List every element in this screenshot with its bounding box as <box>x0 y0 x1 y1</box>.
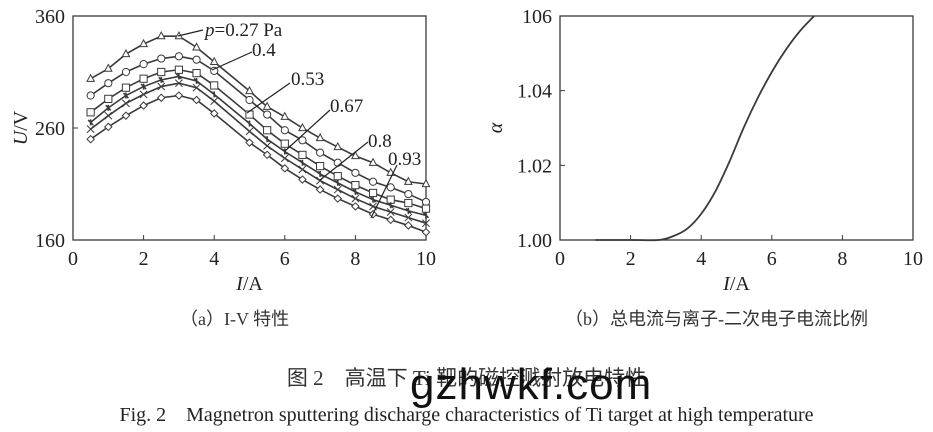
y-tick-label: 1.04 <box>517 81 552 103</box>
y-tick-label: 106 <box>522 6 552 28</box>
caption-chinese: 图 2 高温下 Ti 靶的磁控溅射放电特性 <box>286 366 647 390</box>
x-tick-label: 10 <box>416 248 436 270</box>
y-tick-label: 1.00 <box>517 230 552 252</box>
y-axis-label: U/V <box>10 110 32 145</box>
series-annotation: 0.53 <box>291 69 324 90</box>
series-annotation: p=0.27 Pa <box>203 20 283 41</box>
x-tick-label: 2 <box>139 248 149 270</box>
x-tick-label: 6 <box>767 248 777 270</box>
y-axis-label: α <box>485 122 507 133</box>
x-tick-label: 4 <box>209 248 219 270</box>
series-annotation: 0.67 <box>330 96 363 117</box>
plot-frame <box>559 15 914 241</box>
y-tick-label: 160 <box>35 230 65 252</box>
subcaption-b: （b）总电流与离子-二次电子电流比例 <box>565 309 868 329</box>
series-triangle <box>86 31 431 188</box>
x-tick-label: 10 <box>903 248 923 270</box>
x-tick-label: 0 <box>68 248 78 270</box>
x-tick-label: 4 <box>696 248 706 270</box>
chart-alpha-ratio: 0 2 4 6 8 10 1.00 1.02 1.04 106 I/A α <box>485 6 923 295</box>
alpha-curve <box>595 15 815 242</box>
y-tick-label: 360 <box>35 6 65 28</box>
y-tick-label: 1.02 <box>517 155 552 177</box>
series-annotation: 0.4 <box>252 40 276 61</box>
series-cross <box>86 79 430 228</box>
series-square <box>86 65 431 213</box>
chart-iv-characteristics: 0 2 4 6 8 10 160 260 360 I/A U/V p=0.27 Pa0.4 0.53 0.… <box>10 6 436 295</box>
series-diamond <box>86 91 431 237</box>
series-annotation: 0.93 <box>388 149 421 170</box>
series-annotation: 0.8 <box>368 131 392 152</box>
series-asterisk <box>87 73 430 219</box>
series-circle <box>86 52 431 207</box>
caption-english: Fig. 2 Magnetron sputtering discharge ch… <box>119 404 814 426</box>
x-tick-label: 6 <box>280 248 290 270</box>
x-tick-label: 8 <box>837 248 847 270</box>
x-tick-label: 8 <box>350 248 360 270</box>
x-axis-label: I/A <box>722 273 750 295</box>
x-axis-label: I/A <box>235 273 263 295</box>
watermark: gzhwkf.com <box>410 360 653 409</box>
y-tick-label: 260 <box>35 118 65 140</box>
x-tick-label: 0 <box>555 248 565 270</box>
x-tick-label: 2 <box>626 248 636 270</box>
subcaption-a: （a）I-V 特性 <box>180 309 290 329</box>
